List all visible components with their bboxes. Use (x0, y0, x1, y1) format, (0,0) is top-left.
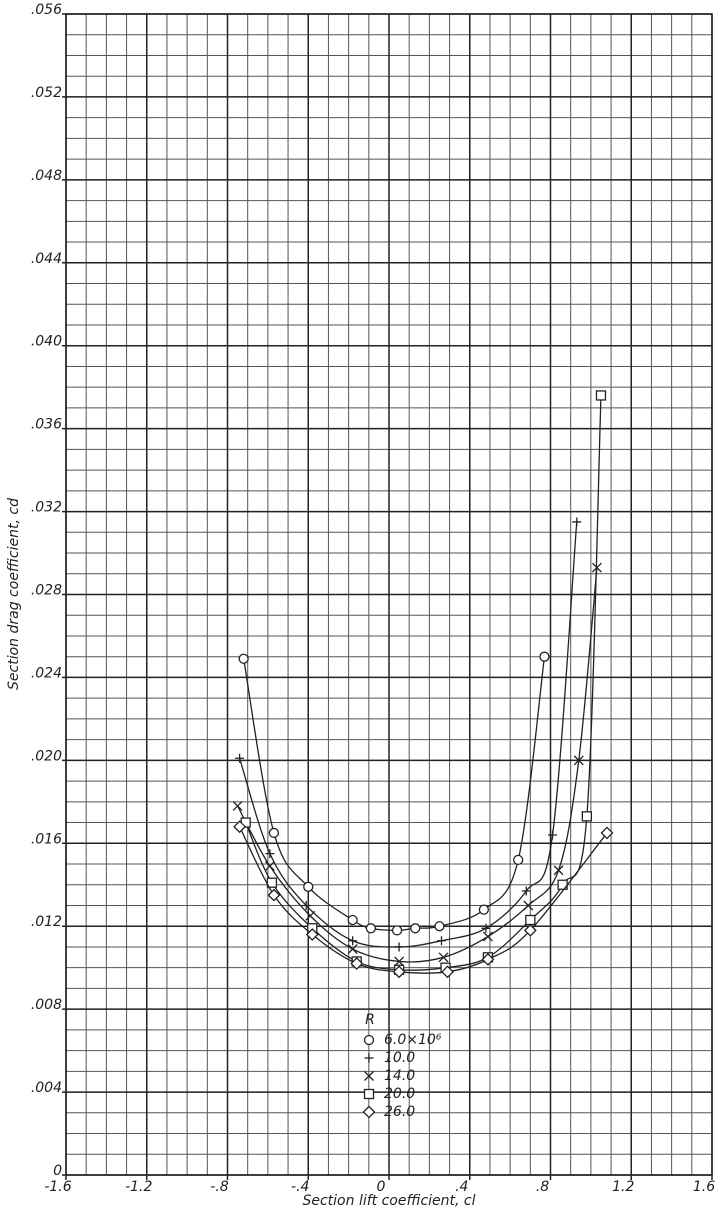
legend-label: 20.0 (384, 1086, 415, 1102)
legend: R 6.0×10⁶ 10.0 14.0 20.0 26.0 (362, 1012, 442, 1120)
point (365, 923, 376, 934)
point (350, 957, 364, 970)
legend-label: 10.0 (384, 1050, 415, 1066)
point (481, 923, 491, 933)
point (266, 877, 278, 888)
legend-label: 14.0 (384, 1068, 415, 1084)
legend-title: R (365, 1012, 375, 1028)
point (391, 925, 403, 936)
point (434, 921, 445, 932)
y-tick-label: .020 (31, 748, 62, 764)
point (438, 952, 449, 963)
series (232, 562, 602, 967)
point (394, 956, 405, 967)
point (348, 936, 358, 946)
point (238, 653, 249, 664)
legend-marker (364, 1071, 374, 1081)
y-tick-label: .040 (31, 334, 62, 350)
x-tick-label: -.4 (291, 1179, 309, 1195)
point (523, 900, 534, 911)
x-axis-label: Section lift coefficient, cl (302, 1193, 475, 1209)
point (553, 865, 564, 876)
x-tick-label: 1.2 (612, 1179, 634, 1195)
legend-marker (363, 1088, 375, 1100)
point (523, 923, 537, 937)
point (572, 517, 582, 527)
series (233, 820, 614, 979)
point (478, 904, 490, 915)
point (482, 931, 493, 942)
point (303, 881, 314, 892)
y-tick-label: .036 (31, 417, 62, 433)
point (267, 888, 281, 902)
point (595, 390, 607, 401)
point (521, 886, 531, 896)
y-tick-label: .004 (31, 1080, 62, 1096)
series (238, 651, 550, 936)
point (481, 952, 495, 966)
y-tick-label: .008 (31, 997, 62, 1013)
point (525, 914, 536, 926)
x-tick-label: -1.2 (125, 1179, 152, 1195)
y-tick-label: .028 (31, 583, 62, 599)
point (264, 861, 275, 872)
curve (245, 395, 602, 971)
point (232, 801, 243, 811)
series (235, 517, 582, 952)
point (539, 651, 550, 662)
legend-label: 26.0 (384, 1104, 415, 1120)
point (305, 928, 319, 941)
point (548, 830, 558, 840)
x-tick-label: -1.6 (44, 1179, 71, 1195)
x-tick-label: 0 (377, 1179, 386, 1195)
y-tick-label: .032 (31, 500, 62, 516)
y-tick-label: .052 (31, 85, 62, 101)
y-tick-label: .056 (31, 2, 62, 18)
y-axis-label: Section drag coefficient, cd (6, 498, 22, 690)
point (441, 965, 454, 979)
point (410, 923, 421, 934)
point (394, 942, 404, 952)
x-tick-label: -.8 (210, 1179, 229, 1195)
y-tick-label: .024 (31, 665, 62, 681)
point (436, 936, 446, 946)
point (305, 910, 316, 921)
legend-marker (362, 1105, 376, 1119)
y-tick-label: .044 (31, 251, 62, 267)
point (301, 900, 311, 910)
y-tick-label: 0 (53, 1163, 62, 1179)
y-tick-label: .048 (31, 168, 62, 184)
legend-marker (363, 1034, 375, 1046)
point (347, 944, 358, 954)
x-tick-label: .8 (536, 1179, 549, 1195)
curve (237, 567, 598, 963)
legend-marker (364, 1053, 374, 1063)
y-tick-label: .012 (31, 914, 62, 930)
point (392, 965, 406, 979)
point (581, 811, 592, 822)
point (268, 827, 280, 839)
point (347, 914, 358, 926)
point (600, 826, 614, 840)
y-tick-label: .016 (31, 831, 62, 847)
legend-label: 6.0×10⁶ (384, 1032, 442, 1048)
point (235, 753, 245, 763)
x-tick-label: 1.6 (693, 1179, 715, 1195)
point (513, 854, 524, 866)
point (265, 849, 275, 859)
point (233, 820, 247, 834)
x-tick-label: .4 (455, 1179, 468, 1195)
point (573, 755, 584, 766)
curve (238, 521, 578, 948)
